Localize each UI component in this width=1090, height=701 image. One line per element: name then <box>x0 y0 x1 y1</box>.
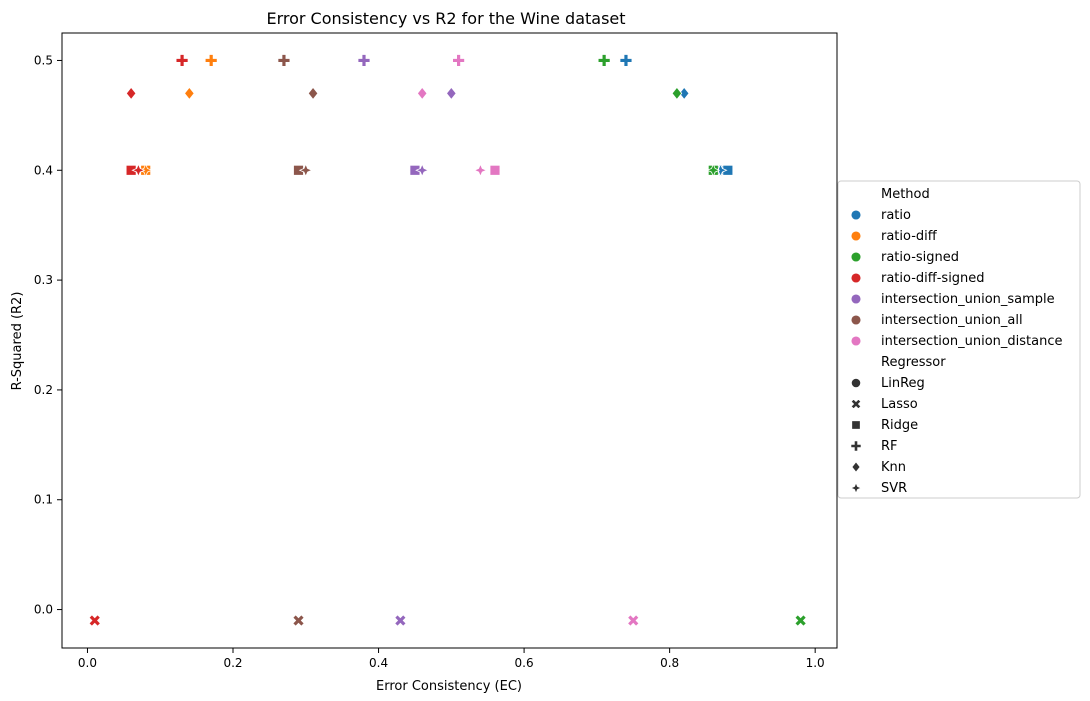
legend-label-linreg: LinReg <box>881 376 925 391</box>
legend-label-svr: SVR <box>881 481 907 496</box>
data-point-intersection_union_sample-rf <box>357 54 371 67</box>
data-point-intersection_union_all-svr <box>298 163 313 178</box>
data-point-intersection_union_sample-svr <box>415 163 430 178</box>
legend-title-method: Method <box>881 187 930 202</box>
legend-label-ratio-signed: ratio-signed <box>881 250 959 265</box>
data-point-ratio-signed-rf <box>597 54 611 67</box>
legend-marker-lasso <box>850 398 862 410</box>
data-point-ratio-signed-knn <box>671 86 683 101</box>
x-tick-label: 0.4 <box>369 656 388 670</box>
y-tick-label: 0.0 <box>34 603 53 617</box>
data-point-ratio-diff-rf <box>204 54 218 67</box>
legend-label-intersection_union_distance: intersection_union_distance <box>881 334 1062 349</box>
legend-marker-ratio-diff-signed <box>850 272 862 284</box>
legend-box <box>837 180 1081 499</box>
x-tick-label: 0.0 <box>78 656 97 670</box>
legend-label-intersection_union_sample: intersection_union_sample <box>881 292 1055 307</box>
data-point-intersection_union_distance-lasso <box>627 614 640 627</box>
legend-marker-intersection_union_distance <box>850 335 862 347</box>
y-tick-label: 0.3 <box>34 273 53 287</box>
legend-marker-linreg <box>850 377 862 389</box>
plot-area: 0.0 0.2 0.4 0.6 0.8 1.0 0.0 0.1 0.2 0.3 0.4 0.5 <box>34 32 838 670</box>
data-point-intersection_union_sample-lasso <box>394 614 407 627</box>
legend: Method ratio ratio-diff ratio-signed ratio-d… <box>837 180 1081 499</box>
legend-marker-ratio <box>850 209 862 221</box>
data-point-intersection_union_all-rf <box>277 54 291 67</box>
legend-marker-ridge <box>851 420 861 430</box>
x-axis-label: Error Consistency (EC) <box>376 679 522 694</box>
data-point-intersection_union_distance-rf <box>452 54 465 67</box>
data-point-intersection_union_distance-ridge <box>489 164 501 176</box>
data-point-ratio-signed-svr <box>706 163 721 178</box>
legend-title-regressor: Regressor <box>881 355 946 370</box>
data-point-intersection_union_all-knn <box>307 86 319 101</box>
data-point-ratio-knn <box>678 86 690 101</box>
legend-marker-intersection_union_sample <box>850 293 862 305</box>
y-axis-label: R-Squared (R2) <box>10 292 25 391</box>
plot-frame <box>61 32 838 649</box>
legend-label-knn: Knn <box>881 460 906 475</box>
data-point-ratio-rf <box>619 54 633 67</box>
legend-label-lasso: Lasso <box>881 397 918 412</box>
x-tick-label: 0.2 <box>223 656 242 670</box>
data-point-intersection_union_sample-knn <box>446 86 457 101</box>
legend-marker-rf <box>850 440 862 452</box>
legend-marker-svr <box>849 481 863 495</box>
data-point-ratio-diff-knn <box>184 86 195 101</box>
legend-label-rf: RF <box>881 439 898 454</box>
y-tick-label: 0.1 <box>34 493 53 507</box>
legend-marker-intersection_union_all <box>850 314 862 326</box>
data-point-intersection_union_distance-svr <box>473 163 488 178</box>
chart-title: Error Consistency vs R2 for the Wine dat… <box>266 9 625 28</box>
legend-marker-knn <box>851 461 861 473</box>
legend-label-ridge: Ridge <box>881 418 918 433</box>
legend-label-intersection_union_all: intersection_union_all <box>881 313 1023 328</box>
data-point-ratio-diff-signed-lasso <box>88 614 101 627</box>
legend-label-ratio: ratio <box>881 208 911 223</box>
x-tick-label: 0.8 <box>660 656 679 670</box>
data-point-intersection_union_all-lasso <box>292 614 305 627</box>
legend-marker-ratio-signed <box>850 251 862 263</box>
y-tick-label: 0.2 <box>34 383 53 397</box>
x-tick-label: 0.6 <box>515 656 534 670</box>
data-point-ratio-diff-signed-knn <box>125 86 137 101</box>
legend-marker-ratio-diff <box>850 230 862 242</box>
y-tick-label: 0.4 <box>34 163 53 177</box>
data-point-ratio-diff-signed-rf <box>175 54 189 67</box>
y-tick-label: 0.5 <box>34 53 53 67</box>
legend-label-ratio-diff: ratio-diff <box>881 229 938 244</box>
data-point-intersection_union_distance-knn <box>416 86 428 101</box>
data-point-ratio-diff-signed-svr <box>131 163 146 178</box>
data-point-ratio-signed-lasso <box>794 614 807 627</box>
legend-label-ratio-diff-signed: ratio-diff-signed <box>881 271 985 286</box>
x-tick-label: 1.0 <box>806 656 825 670</box>
